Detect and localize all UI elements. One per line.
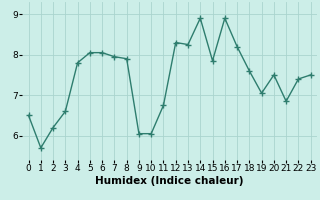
X-axis label: Humidex (Indice chaleur): Humidex (Indice chaleur) <box>95 176 244 186</box>
